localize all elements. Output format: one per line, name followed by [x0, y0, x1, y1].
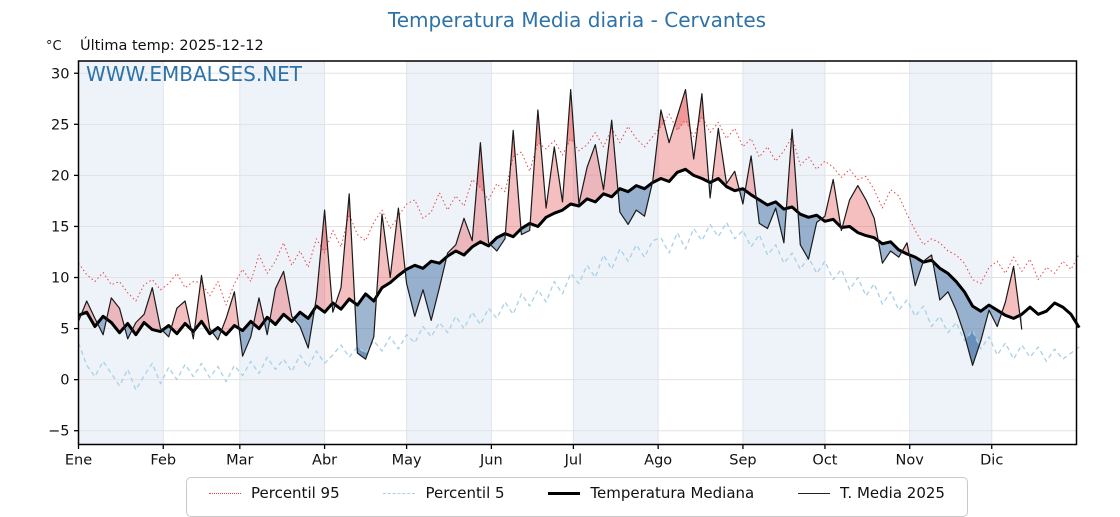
x-tick-label: Mar: [226, 453, 253, 469]
legend: Percentil 95 Percentil 5 Temperatura Med…: [186, 477, 968, 517]
plot-area: WWW.EMBALSES.NET 30 25 20 15 10 5 0 −5 Ene Feb Mar A…: [48, 60, 1081, 469]
chart-title: Temperatura Media diaria - Cervantes: [387, 8, 767, 32]
x-tick-label: Abr: [312, 453, 337, 469]
month-band: [239, 61, 325, 445]
t-media-2025-line: [77, 88, 1023, 366]
y-tick-label: 30: [51, 66, 69, 82]
x-tick-label: Ago: [644, 453, 672, 469]
legend-item-temperatura-mediana: Temperatura Mediana: [548, 484, 754, 502]
legend-label: Percentil 95: [251, 484, 340, 502]
legend-item-t-media-2025: T. Media 2025: [798, 484, 945, 502]
month-band: [78, 61, 164, 445]
y-axis-unit-label: °C: [46, 39, 62, 54]
x-tick-label: Dic: [980, 453, 1003, 469]
month-band: [406, 61, 492, 445]
percentil-5-line: [77, 221, 1080, 391]
x-tick-label: Ene: [65, 453, 92, 469]
y-tick-label: 15: [51, 219, 69, 235]
dotted-red-line-icon: [209, 492, 241, 494]
x-tick-label: Oct: [812, 453, 837, 469]
dashed-blue-line-icon: [383, 492, 416, 494]
legend-item-percentil-95: Percentil 95: [209, 484, 340, 502]
y-tick-label: 0: [60, 373, 69, 389]
x-tick-label: Jul: [564, 453, 583, 469]
legend-item-percentil-5: Percentil 5: [383, 484, 505, 502]
x-tick-label: Nov: [896, 453, 925, 469]
x-tick-label: Feb: [150, 453, 176, 469]
thick-black-line-icon: [548, 491, 581, 495]
y-tick-label: 20: [51, 168, 69, 184]
y-tick-label: −5: [48, 424, 69, 440]
thin-black-line-icon: [798, 492, 831, 494]
fill-above-median: [81, 89, 1020, 335]
percentil-95-line: [78, 113, 1080, 306]
y-tick-label: 25: [51, 117, 69, 133]
x-tick-label: May: [392, 453, 422, 469]
y-tick-label: 5: [60, 322, 69, 338]
plot-border: [77, 60, 1078, 446]
legend-label: T. Media 2025: [840, 484, 945, 502]
x-tick-label: Jun: [479, 453, 503, 469]
month-band: [742, 61, 825, 445]
watermark-text: WWW.EMBALSES.NET: [86, 62, 303, 86]
temperatura-mediana-line: [77, 167, 1081, 337]
last-temp-label: Última temp: 2025-12-12: [80, 38, 264, 54]
x-tick-label: Sep: [729, 453, 756, 469]
legend-label: Percentil 5: [425, 484, 505, 502]
legend-label: Temperatura Mediana: [590, 484, 755, 502]
y-tick-label: 10: [51, 271, 69, 287]
month-band: [573, 61, 659, 445]
